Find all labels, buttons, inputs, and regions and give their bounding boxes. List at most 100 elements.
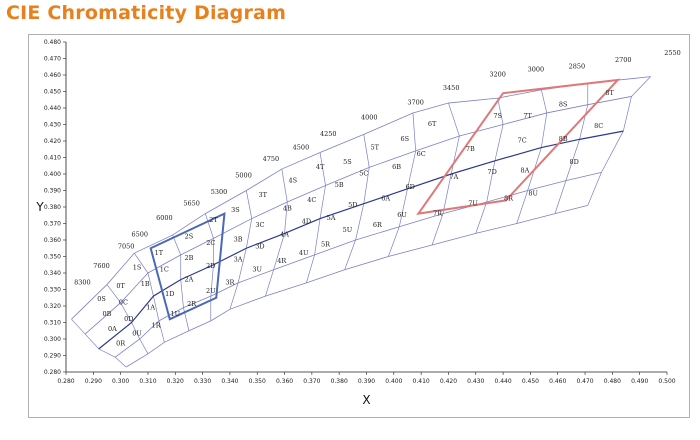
y-tick-label: 0.300 [44,336,61,343]
y-tick-label: 0.360 [44,237,61,244]
x-tick-label: 0.280 [57,378,74,385]
x-tick-label: 0.470 [576,378,593,385]
y-tick-label: 0.280 [44,369,61,376]
x-tick-label: 0.420 [440,378,457,385]
x-tick-label: 0.370 [303,378,320,385]
x-tick-label: 0.430 [467,378,484,385]
bin-label: 5C [359,170,368,178]
bin-label: 2C [206,239,215,247]
bin-label: 1T [155,249,164,257]
cct-label: 7050 [118,242,135,250]
y-tick-label: 0.410 [44,155,61,162]
bin-label: 3A [234,255,243,263]
bin-label: 3R [225,279,235,287]
bin-label: 8T [605,89,614,97]
bin-label: 6T [428,120,437,128]
y-tick-label: 0.310 [44,320,61,327]
bin-label: 3B [234,236,243,244]
bin-label: 2D [206,262,215,270]
x-tick-label: 0.500 [658,378,675,385]
cct-label: 4500 [293,143,310,151]
bin-label: 4U [299,249,309,257]
y-tick-label: 0.420 [44,138,61,145]
cct-label: 6500 [131,231,148,239]
bin-label: 8C [594,122,603,130]
x-tick-label: 0.300 [112,378,129,385]
bin-label: 8S [559,100,568,108]
bin-label: 1A [146,303,155,311]
bin-label: 7U [468,199,478,207]
bin-label: 1S [133,264,142,272]
x-tick-label: 0.350 [249,378,266,385]
bin-label: 4R [277,257,287,265]
bin-label: 7R [433,209,443,217]
bin-label: 1D [165,290,174,298]
bin-label: 6C [417,150,426,158]
bin-label: 2A [185,275,194,283]
isotherm-line [516,89,548,224]
x-axis-label: X [362,393,370,407]
cct-label: 8300 [74,279,91,287]
cct-label: 4750 [263,155,280,163]
y-tick-label: 0.340 [44,270,61,277]
y-tick-label: 0.390 [44,188,61,195]
cct-label: 3700 [407,99,424,107]
bin-label: 0B [103,310,112,318]
x-tick-label: 0.390 [358,378,375,385]
x-tick-label: 0.490 [631,378,648,385]
bin-label: 7S [493,112,502,120]
x-tick-label: 0.290 [85,378,102,385]
cct-label: 3450 [443,84,460,92]
bin-label: 0D [124,315,133,323]
isotherm-line [587,76,651,206]
bin-label: 0U [132,330,142,338]
x-tick-label: 0.450 [522,378,539,385]
bin-label: 7T [523,112,532,120]
cct-label: 2850 [569,62,586,70]
chart-frame [28,34,690,418]
x-tick-label: 0.380 [331,378,348,385]
cct-label: 6000 [156,214,173,222]
bin-label: 6S [400,135,409,143]
bin-label: 6B [392,163,401,171]
y-tick-label: 0.480 [44,39,61,46]
bin-label: 2T [209,216,218,224]
x-tick-label: 0.410 [413,378,430,385]
y-tick-label: 0.440 [44,105,61,112]
y-tick-label: 0.400 [44,171,61,178]
bin-label: 7B [466,145,475,153]
y-tick-label: 0.380 [44,204,61,211]
bin-label: 7A [449,173,458,181]
bin-label: 3T [258,191,267,199]
cct-label: 3000 [528,66,545,74]
chart-title: CIE Chromaticity Diagram [6,2,287,24]
bin-label: 6D [406,183,415,191]
cct-label: 3200 [489,71,506,79]
bin-label: 5R [321,241,331,249]
bin-label: 8U [528,189,538,197]
bin-row-line [125,204,588,368]
bin-row-line [84,96,632,335]
bin-label: 4C [307,196,316,204]
bin-label: 8D [569,158,578,166]
bin-label: 0C [119,298,128,306]
bin-label: 0R [116,340,126,348]
y-tick-label: 0.330 [44,287,61,294]
x-tick-label: 0.440 [494,378,511,385]
bin-label: 3C [255,221,264,229]
y-tick-label: 0.350 [44,254,61,261]
bin-label: 4S [288,176,297,184]
bin-label: 5T [370,143,379,151]
cct-label: 4000 [361,114,378,122]
y-tick-label: 0.320 [44,303,61,310]
y-tick-label: 0.470 [44,56,61,63]
bin-label: 1R [152,321,162,329]
highlight-region-blue [149,211,226,321]
cct-label: 5300 [211,188,228,196]
bin-label: 6A [381,194,390,202]
y-tick-label: 0.430 [44,122,61,129]
cct-label: 2700 [615,56,632,64]
bin-row-line [71,76,651,320]
x-tick-label: 0.340 [221,378,238,385]
